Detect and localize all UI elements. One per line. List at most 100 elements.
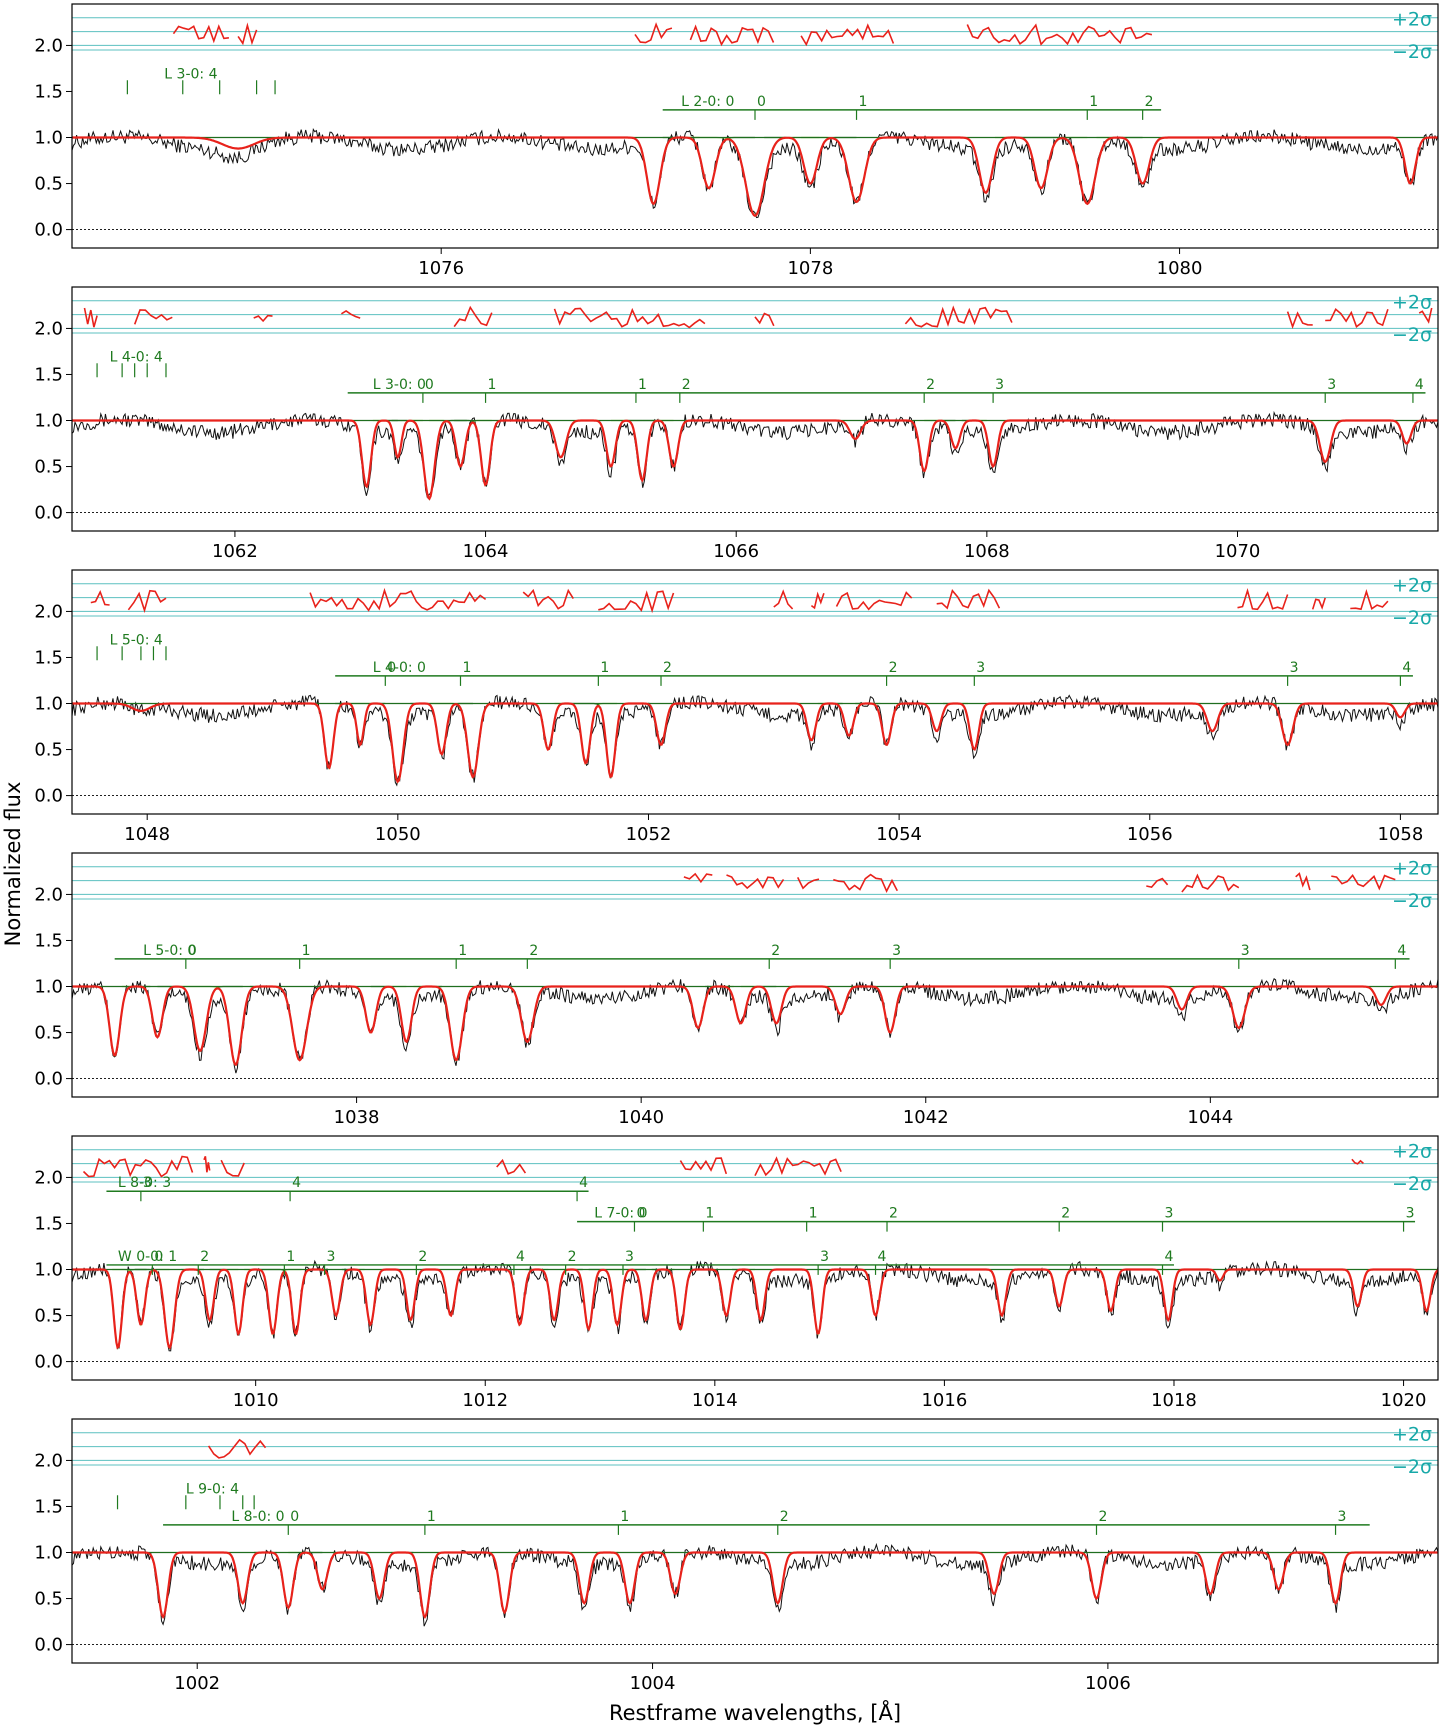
observed-spectrum xyxy=(72,694,1438,787)
line-marker-label: 1 xyxy=(620,1509,629,1525)
panel-frame xyxy=(71,3,1439,249)
y-tick-label: 1.0 xyxy=(34,1543,63,1564)
line-marker-label: 4 xyxy=(292,1175,301,1191)
line-marker-label: 2 xyxy=(889,1206,898,1222)
x-tick-label: 1004 xyxy=(630,1673,676,1694)
component-profile xyxy=(939,136,1032,194)
residual-segment xyxy=(82,1155,194,1178)
residual-segment xyxy=(1350,589,1389,611)
residual-segment xyxy=(1286,311,1313,330)
line-marker-label: 0 xyxy=(636,1206,645,1222)
line-marker-label: 1 xyxy=(427,1509,436,1525)
x-tick-label: 1050 xyxy=(375,824,421,845)
component-profile xyxy=(905,702,968,733)
component-profile xyxy=(341,1268,400,1327)
line-marker-label: 2 xyxy=(1099,1509,1108,1525)
x-tick-label: 1078 xyxy=(787,258,833,279)
x-tick-label: 1052 xyxy=(626,824,672,845)
residual-segment xyxy=(1331,873,1396,891)
x-tick-label: 1042 xyxy=(903,1107,949,1128)
x-tick-label: 1006 xyxy=(1085,1673,1131,1694)
sigma-upper-label: +2σ xyxy=(1392,9,1432,31)
line-marker-label: 3 xyxy=(1165,1206,1174,1222)
x-tick-label: 1064 xyxy=(463,541,509,562)
x-tick-label: 1068 xyxy=(964,541,1010,562)
y-tick-label: 2.0 xyxy=(34,1450,63,1471)
residual-segment xyxy=(754,312,775,327)
residual-segment xyxy=(726,874,785,890)
residual-segment xyxy=(689,24,775,47)
line-marker-label: 3 xyxy=(995,377,1004,393)
component-profile xyxy=(249,985,350,1062)
component-profile xyxy=(1196,1268,1243,1282)
residual-segment xyxy=(1311,597,1326,610)
residual-segment xyxy=(683,872,713,884)
x-tick-label: 1014 xyxy=(692,1390,738,1411)
line-system-label: L 5-0: 4 xyxy=(110,632,163,648)
panel-5: L 8-0: 33 4 4L 7-0: 00 1 1 2 2 3 3W 0-0: 10 2 1 3 2 4… xyxy=(34,1135,1439,1411)
component-profile xyxy=(1030,1268,1088,1308)
y-tick-label: 1.5 xyxy=(34,364,63,385)
component-profile xyxy=(854,985,926,1034)
component-profile xyxy=(846,1268,905,1317)
residual-segment xyxy=(203,1156,211,1173)
y-tick-label: 1.5 xyxy=(34,81,63,102)
x-tick-label: 1080 xyxy=(1157,258,1203,279)
residual-segment xyxy=(1325,308,1389,328)
panel-frame xyxy=(71,1135,1439,1381)
line-marker-label: 1 xyxy=(488,377,497,393)
x-tick-label: 1048 xyxy=(124,824,170,845)
sigma-upper-label: +2σ xyxy=(1392,1424,1432,1446)
observed-spectrum xyxy=(72,127,1438,219)
x-tick-label: 1020 xyxy=(1381,1390,1427,1411)
component-profile xyxy=(607,136,700,206)
component-profile xyxy=(1328,1268,1387,1308)
line-marker-label: 3 xyxy=(143,1175,152,1191)
component-profile xyxy=(121,985,193,1039)
line-marker-label: 2 xyxy=(1145,94,1154,110)
component-profile xyxy=(254,1551,323,1610)
line-marker-label: 2 xyxy=(1061,1206,1070,1222)
component-profile xyxy=(550,1551,619,1605)
panel-4: L 5-0: 00 1 1 2 2 3 3 4 +2σ −2σ 0.0 0.5 1.0 1.5 2.0 103… xyxy=(34,852,1439,1128)
line-marker-label: 1 xyxy=(600,660,609,676)
y-tick-label: 1.5 xyxy=(34,1213,63,1234)
residual-segment xyxy=(220,1159,245,1177)
component-profile xyxy=(79,985,151,1058)
component-profile xyxy=(370,985,442,1044)
line-system-label: L 3-0: 0 xyxy=(373,377,426,393)
line-marker-label: 1 xyxy=(462,660,471,676)
y-tick-label: 1.0 xyxy=(34,411,63,432)
component-profile xyxy=(641,1551,710,1596)
sigma-lower-label: −2σ xyxy=(1392,607,1432,629)
line-marker-label: 3 xyxy=(1338,1509,1347,1525)
residual-segment xyxy=(172,24,229,44)
residual-segment xyxy=(773,589,794,610)
line-marker-label: 2 xyxy=(529,943,538,959)
component-profile xyxy=(112,1268,170,1327)
component-profile xyxy=(135,1268,204,1350)
line-system-label: L 5-0: 0 xyxy=(143,943,196,959)
model-fit xyxy=(72,1268,1438,1350)
y-tick-label: 0.5 xyxy=(34,1023,63,1044)
line-marker-label: 2 xyxy=(926,377,935,393)
component-profile xyxy=(973,1268,1031,1317)
component-profile xyxy=(297,702,361,770)
line-system-label: L 4-0: 0 xyxy=(373,660,426,676)
component-profile xyxy=(817,419,893,440)
component-profile xyxy=(127,136,349,150)
residual-segment xyxy=(1351,1158,1364,1165)
line-marker-label: 3 xyxy=(1406,1206,1415,1222)
y-tick-label: 0.5 xyxy=(34,1589,63,1610)
observed-spectrum xyxy=(72,978,1438,1074)
line-system-label: L 2-0: 0 xyxy=(681,94,734,110)
y-tick-label: 2.0 xyxy=(34,1167,63,1188)
x-tick-label: 1010 xyxy=(233,1390,279,1411)
sigma-upper-label: +2σ xyxy=(1392,1141,1432,1163)
component-profile xyxy=(525,1268,583,1322)
panel-frame xyxy=(71,852,1439,1098)
component-profile xyxy=(764,136,857,185)
component-profile xyxy=(1375,419,1438,445)
model-fit xyxy=(72,1551,1438,1620)
residual-segment xyxy=(133,309,173,325)
